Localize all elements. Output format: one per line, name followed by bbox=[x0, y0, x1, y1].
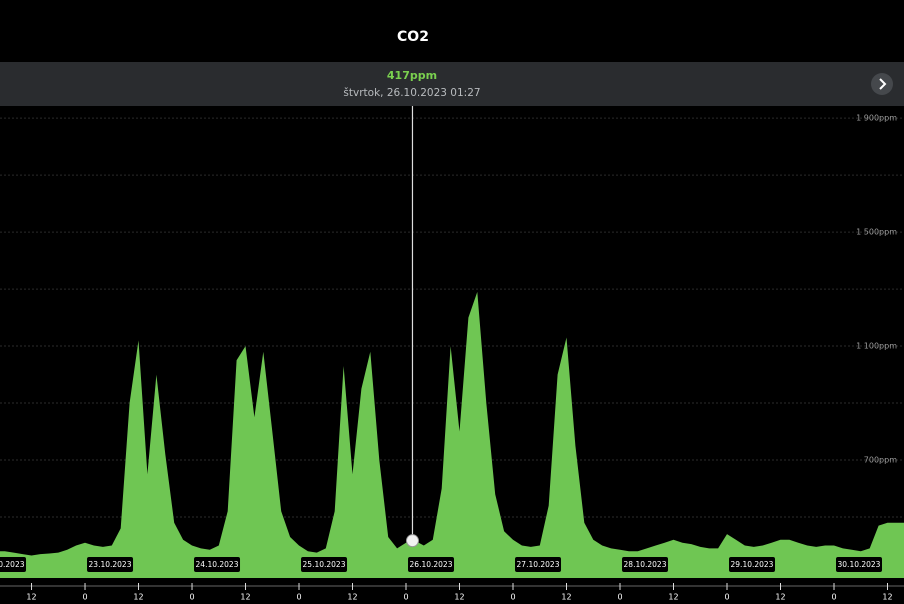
tooltip-value: 417ppm bbox=[387, 69, 437, 82]
next-button-bg[interactable] bbox=[871, 73, 893, 95]
y-tick-label: 1 900ppm bbox=[856, 114, 897, 123]
date-label-bg bbox=[408, 557, 455, 572]
next-button[interactable] bbox=[871, 73, 893, 95]
x-tick-label: 12 bbox=[668, 593, 678, 602]
date-label-bg bbox=[515, 557, 562, 572]
plot: 700ppm 1 100ppm 1 500ppm 1 900ppm 22.10.2023… bbox=[0, 106, 904, 602]
date-label-bg bbox=[301, 557, 348, 572]
date-label: 27.10.2023 bbox=[517, 560, 560, 569]
x-tick-label: 12 bbox=[775, 593, 785, 602]
date-label: 22.10.2023 bbox=[0, 560, 25, 569]
x-tick-label: 12 bbox=[561, 593, 571, 602]
x-tick-label: 0 bbox=[82, 593, 87, 602]
x-tick-label: 0 bbox=[189, 593, 194, 602]
x-tick-label: 12 bbox=[347, 593, 357, 602]
date-label-bg bbox=[194, 557, 241, 572]
date-label-bg bbox=[0, 557, 27, 572]
y-tick-label: 700ppm bbox=[864, 456, 897, 465]
cursor-point bbox=[405, 534, 419, 548]
date-label: 30.10.2023 bbox=[838, 560, 881, 569]
x-tick-label: 0 bbox=[831, 593, 836, 602]
date-label: 26.10.2023 bbox=[410, 560, 453, 569]
y-tick-label: 1 100ppm bbox=[856, 342, 897, 351]
date-label-bg bbox=[87, 557, 134, 572]
x-tick-label: 12 bbox=[454, 593, 464, 602]
date-label: 23.10.2023 bbox=[89, 560, 132, 569]
date-label-bg bbox=[836, 557, 883, 572]
y-tick-label: 1 500ppm bbox=[856, 228, 897, 237]
tooltip-bar bbox=[0, 62, 904, 106]
date-label: 24.10.2023 bbox=[196, 560, 239, 569]
date-label: 25.10.2023 bbox=[303, 560, 346, 569]
co2-area bbox=[0, 291, 904, 578]
x-tick-label: 0 bbox=[617, 593, 622, 602]
date-label-bg bbox=[729, 557, 776, 572]
tooltip-timestamp: štvrtok, 26.10.2023 01:27 bbox=[343, 87, 480, 99]
x-tick-label: 12 bbox=[882, 593, 892, 602]
x-tick-label: 0 bbox=[724, 593, 729, 602]
x-tick-label: 0 bbox=[296, 593, 301, 602]
date-label: 28.10.2023 bbox=[624, 560, 667, 569]
x-tick-label: 12 bbox=[240, 593, 250, 602]
x-tick-label: 12 bbox=[133, 593, 143, 602]
x-tick-label: 0 bbox=[510, 593, 515, 602]
x-tick-label: 12 bbox=[26, 593, 36, 602]
page-title: CO2 bbox=[397, 29, 429, 45]
date-label-bg bbox=[622, 557, 669, 572]
date-label: 29.10.2023 bbox=[731, 560, 774, 569]
x-tick-label: 0 bbox=[403, 593, 408, 602]
chevron-icon[interactable] bbox=[879, 78, 887, 90]
